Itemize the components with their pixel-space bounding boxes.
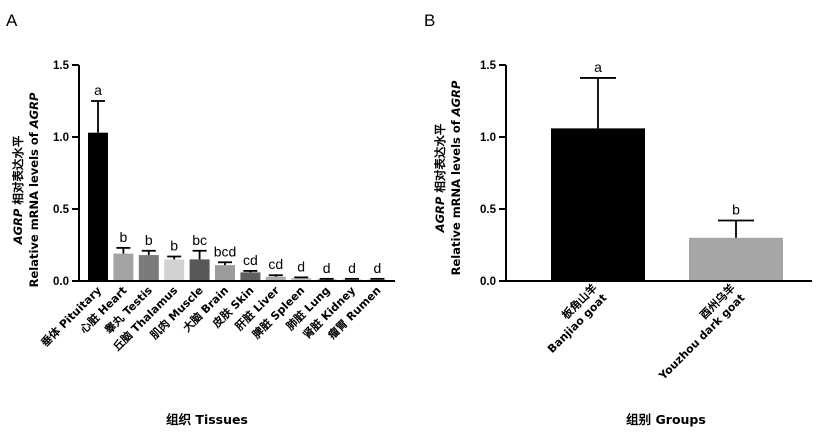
- panel-b-category-label-en: Youzhou dark goat: [656, 291, 748, 383]
- panel-a-ytick-label: 1.5: [53, 60, 70, 72]
- panel-b-ytick-label: 1.5: [480, 60, 497, 72]
- panel-a-significance-label: d: [374, 260, 382, 276]
- panel-a-significance-label: b: [170, 238, 178, 254]
- panel-a-bar: [88, 132, 108, 281]
- panel-b-ytick-label: 0.0: [480, 276, 496, 288]
- panel-a-bar: [215, 265, 235, 281]
- panel-a: A AGRP 相对表达水平 Relative mRNA levels of AG…: [6, 11, 395, 427]
- panel-b-y-ticks: 0.0 0.5 1.0 1.5: [480, 60, 506, 288]
- panel-b-ytick-label: 1.0: [480, 132, 496, 144]
- panel-a-ytick-label: 1.0: [53, 132, 69, 144]
- panel-b-bar: [551, 128, 645, 281]
- panel-a-significance-label: bcd: [214, 243, 237, 259]
- panel-b-xlabel: 组别 Groups: [626, 412, 706, 427]
- panel-a-bar: [113, 253, 134, 281]
- panel-b-ylabel-line1: AGRP 相对表达水平: [433, 123, 447, 233]
- panel-b-ytick-label: 0.5: [480, 204, 497, 216]
- panel-b: B AGRP 相对表达水平 Relative mRNA levels of AG…: [424, 11, 812, 427]
- panel-b-category-label: 酉州乌羊Youzhou dark goat: [645, 281, 747, 383]
- panel-a-bar: [164, 259, 185, 281]
- panel-a-bar: [265, 276, 286, 281]
- panel-b-significance-label: a: [594, 59, 602, 75]
- panel-a-xlabel: 组织 Tissues: [166, 412, 248, 427]
- panel-a-significance-label: a: [94, 82, 102, 98]
- panel-a-bar: [138, 255, 159, 281]
- panel-a-significance-label: cd: [243, 252, 258, 268]
- panel-a-bar: [189, 259, 210, 281]
- panel-b-category-labels: 板角山羊Banjiao goat 酉州乌羊Youzhou dark goat: [535, 281, 747, 383]
- panel-a-significance-label: d: [323, 260, 331, 276]
- panel-a-bar: [240, 272, 261, 281]
- panel-a-significance-label: b: [145, 232, 153, 248]
- panel-b-significance-label: b: [732, 202, 740, 218]
- panel-a-y-ticks: 0.0 0.5 1.0 1.5: [53, 60, 79, 288]
- panel-a-significance-label: d: [297, 258, 305, 274]
- panel-a-ylabel-line2: Relative mRNA levels of AGRP: [27, 92, 41, 287]
- panel-b-ylabel-line2: Relative mRNA levels of AGRP: [449, 80, 463, 275]
- panel-a-significance-label: cd: [268, 256, 283, 272]
- panel-a-ylabel-line1: AGRP 相对表达水平: [11, 135, 25, 245]
- panel-a-bar: [291, 278, 312, 281]
- panel-a-ytick-label: 0.5: [53, 204, 70, 216]
- panel-b-letter: B: [424, 11, 435, 30]
- panel-b-category-label: 板角山羊Banjiao goat: [535, 281, 610, 356]
- panel-a-ytick-label: 0.0: [53, 276, 69, 288]
- panel-a-significance-label: bc: [192, 232, 207, 248]
- panel-a-significance-label: d: [348, 260, 356, 276]
- panel-b-bar: [689, 237, 783, 281]
- panel-a-significance-label: b: [120, 229, 128, 245]
- panel-a-letter: A: [6, 11, 18, 30]
- panel-b-bars: ab: [551, 59, 783, 281]
